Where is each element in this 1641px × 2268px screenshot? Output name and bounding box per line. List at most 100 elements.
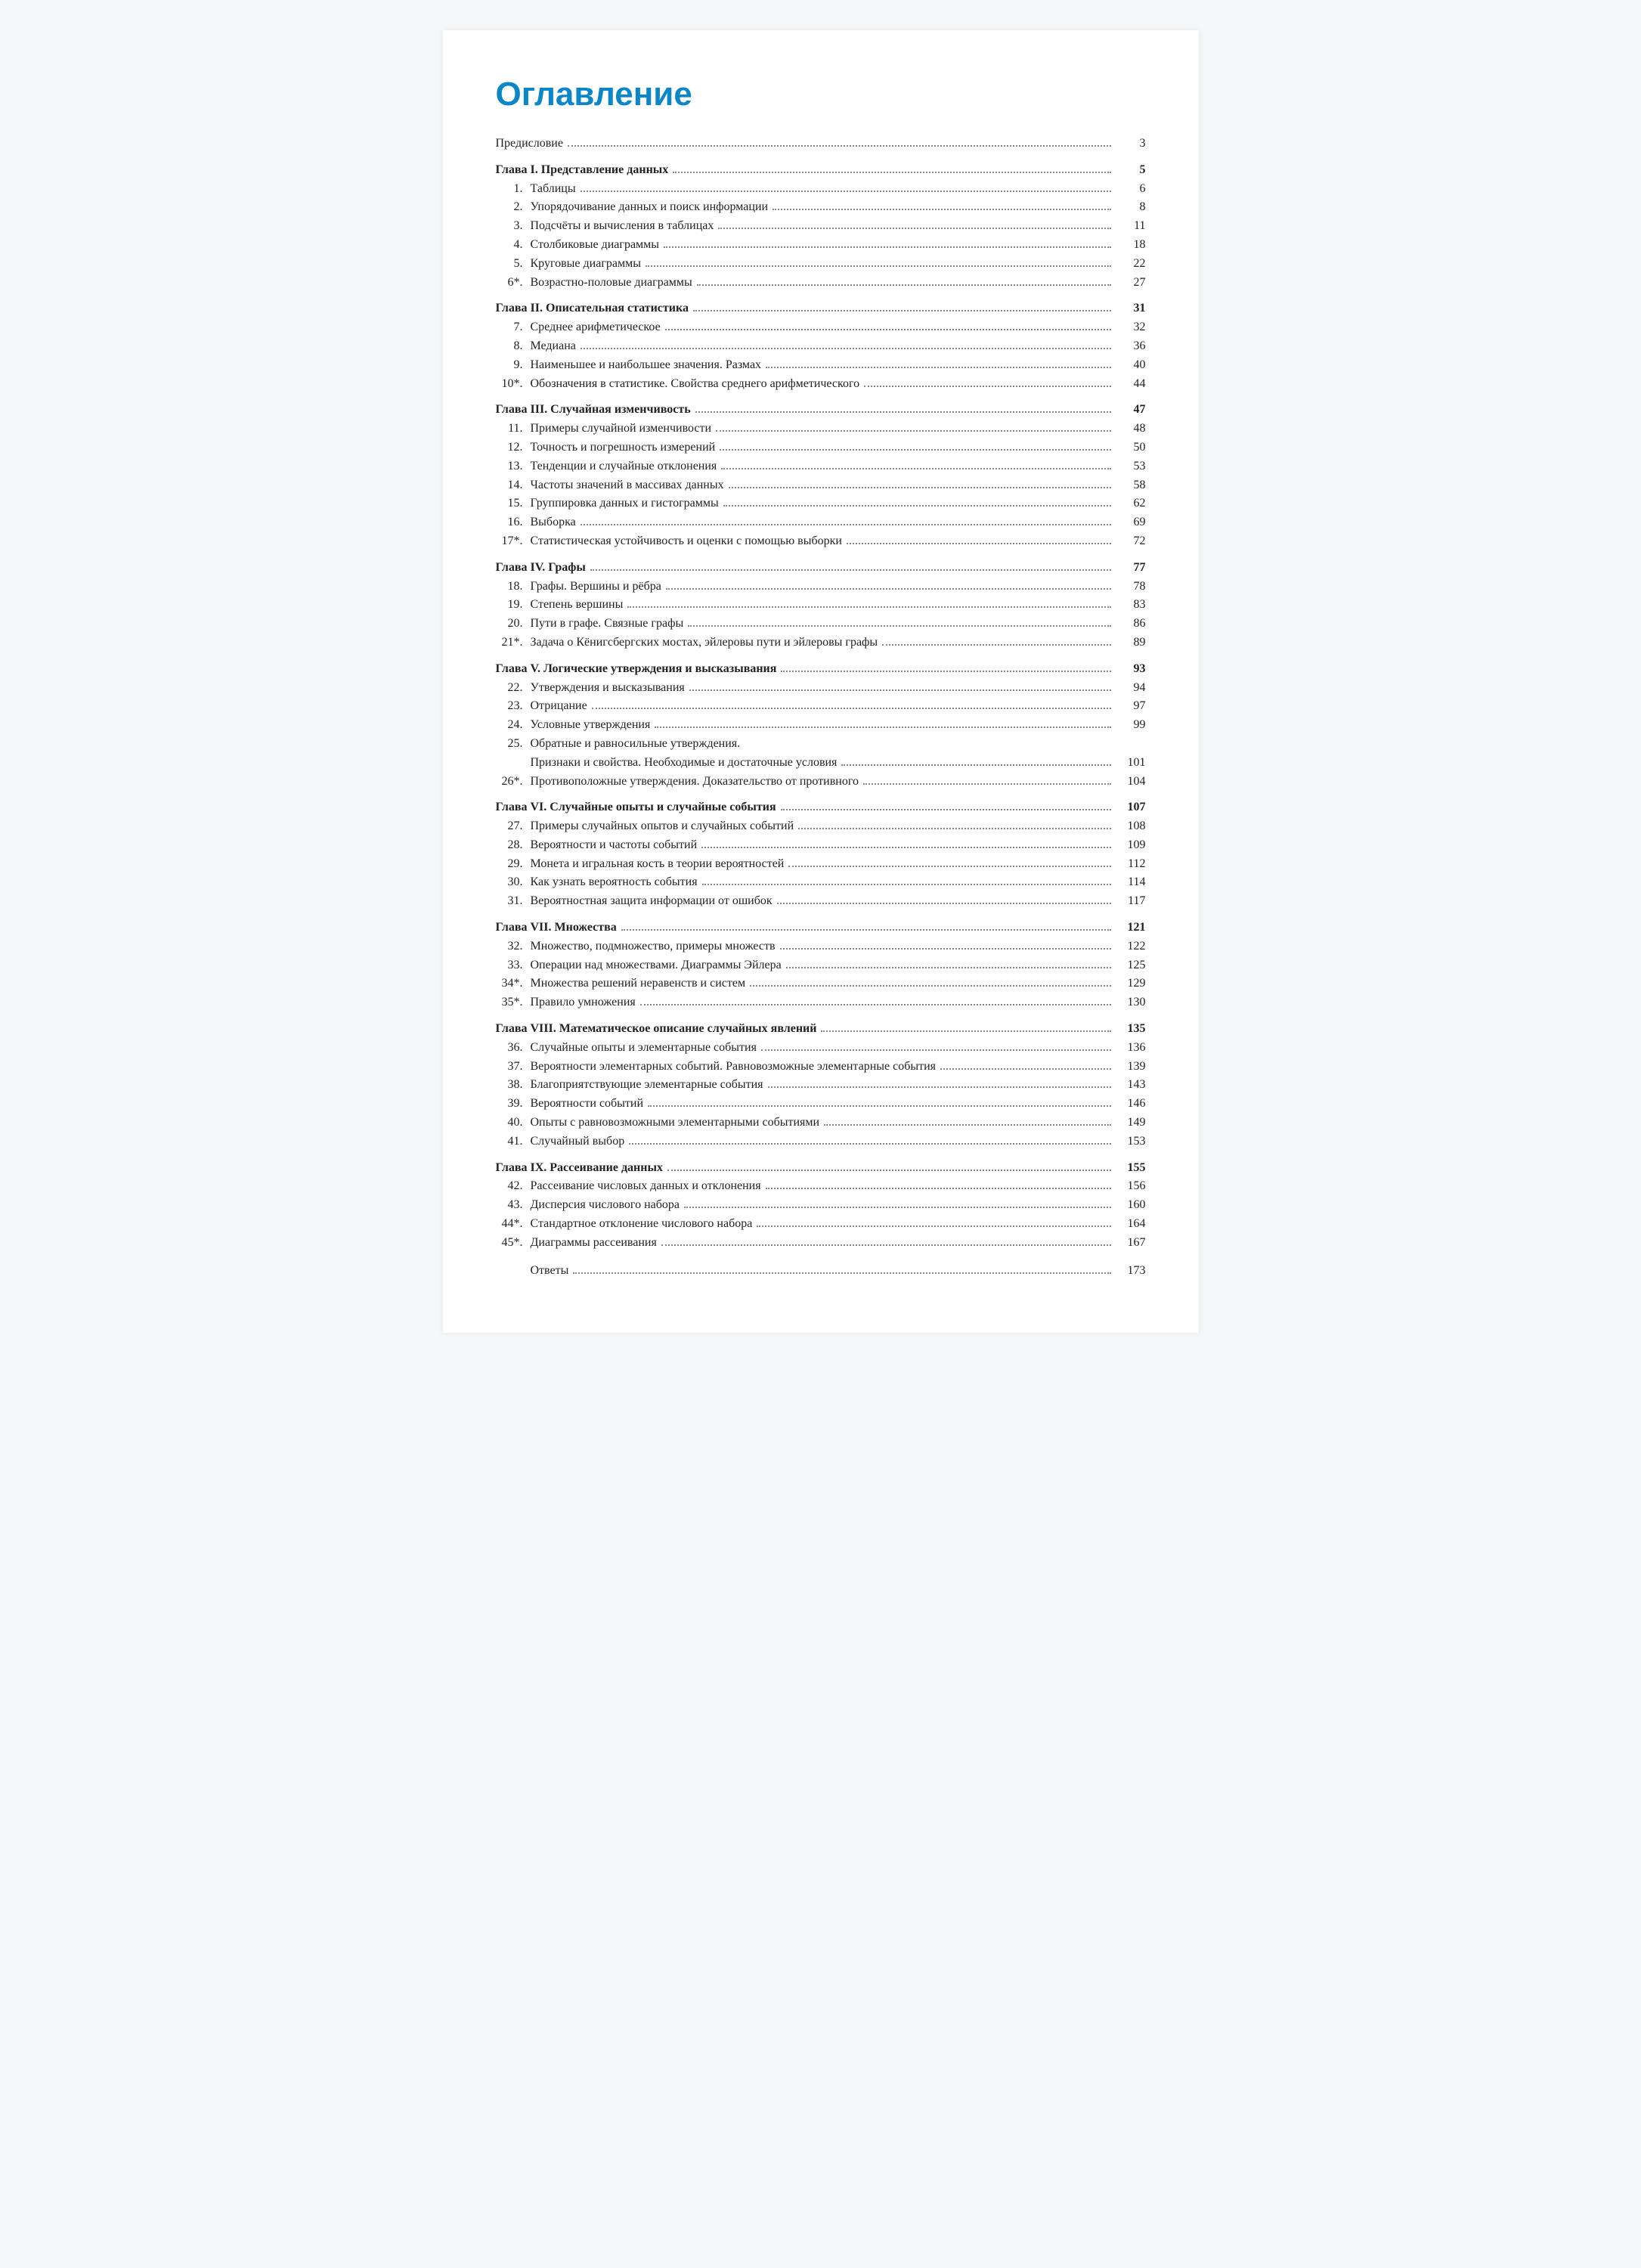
toc-chapter-title: Глава II. Описательная статистика — [496, 299, 689, 318]
toc-leader-dots — [781, 671, 1110, 672]
toc-item-number: 19. — [496, 596, 531, 615]
toc-leader-dots — [621, 929, 1111, 931]
toc-item: 32.Множество, подмножество, примеры множ… — [496, 937, 1146, 956]
page-title: Оглавление — [496, 76, 1146, 113]
toc-chapter-title: Глава VII. Множества — [496, 919, 617, 937]
toc-page-number: 31 — [1116, 299, 1146, 318]
toc-item-label: Множества решений неравенств и систем — [531, 974, 746, 993]
toc-page-number: 164 — [1116, 1215, 1146, 1234]
toc-item-number: 2. — [496, 198, 531, 217]
toc-item-label: Степень вершины — [531, 596, 624, 615]
toc-item-label: Как узнать вероятность события — [531, 873, 698, 892]
toc-item-label: Среднее арифметическое — [531, 318, 661, 337]
toc-page-number: 94 — [1116, 679, 1146, 698]
toc-item-label: Противоположные утверждения. Доказательс… — [531, 773, 859, 792]
toc-item-number: 12. — [496, 438, 531, 457]
toc-item: 33.Операции над множествами. Диаграммы Э… — [496, 956, 1146, 975]
toc-leader-dots — [590, 569, 1111, 571]
toc-page-number: 53 — [1116, 457, 1146, 476]
toc-item: 5.Круговые диаграммы22 — [496, 255, 1146, 274]
toc-page-number: 8 — [1116, 198, 1146, 217]
toc-item: 24.Условные утверждения 99 — [496, 716, 1146, 735]
toc-item-number: 44*. — [496, 1215, 531, 1234]
toc-leader-dots — [573, 1272, 1110, 1274]
toc-item-number: 26*. — [496, 773, 531, 792]
toc-leader-dots — [718, 228, 1110, 229]
toc-item-label: Множество, подмножество, примеры множест… — [531, 937, 776, 956]
toc-item: 2.Упорядочивание данных и поиск информац… — [496, 198, 1146, 217]
toc-item: 14.Частоты значений в массивах данных58 — [496, 476, 1146, 495]
toc-page-number: 109 — [1116, 836, 1146, 855]
toc-item-label: Группировка данных и гистограммы — [531, 494, 719, 513]
toc-leader-dots — [824, 1124, 1110, 1126]
toc-item-number: 28. — [496, 836, 531, 855]
toc-leader-dots — [664, 246, 1110, 248]
toc-page-number: 48 — [1116, 420, 1146, 438]
toc-front-label: Предисловие — [496, 135, 563, 153]
toc-item-number: 7. — [496, 318, 531, 337]
toc-item: 21*.Задача о Кёнигсбергских мостах, эйле… — [496, 634, 1146, 652]
toc-leader-dots — [666, 588, 1111, 590]
toc-item-number: 24. — [496, 716, 531, 735]
toc-page-number: 136 — [1116, 1039, 1146, 1058]
toc-item-number: 16. — [496, 513, 531, 532]
toc-item: 29.Монета и игральная кость в теории вер… — [496, 855, 1146, 874]
toc-page-number: 47 — [1116, 401, 1146, 420]
toc-item: 40.Опыты с равновозможными элементарными… — [496, 1114, 1146, 1132]
toc-item-number: 17*. — [496, 532, 531, 551]
toc-item: 19.Степень вершины83 — [496, 596, 1146, 615]
toc-item: 7.Среднее арифметическое32 — [496, 318, 1146, 337]
toc-leader-dots — [798, 828, 1110, 829]
toc-item-label: Монета и игральная кость в теории вероят… — [531, 855, 785, 874]
toc-item-number: 25. — [496, 735, 531, 754]
toc-item-label: Статистическая устойчивость и оценки с п… — [531, 532, 842, 551]
toc-item-label: Вероятностная защита информации от ошибо… — [531, 892, 773, 911]
toc-leader-dots — [646, 265, 1111, 267]
toc-chapter-heading: Глава II. Описательная статистика 31 — [496, 299, 1146, 318]
toc-leader-dots — [648, 1105, 1110, 1107]
toc-page-number: 112 — [1116, 855, 1146, 874]
toc-item-label: Выборка — [531, 513, 576, 532]
toc-leader-dots — [673, 172, 1110, 173]
toc-leader-dots — [667, 1170, 1111, 1171]
toc-item-label: Условные утверждения — [531, 716, 651, 735]
toc-item-number: 37. — [496, 1058, 531, 1077]
toc-item: 3.Подсчёты и вычисления в таблицах11 — [496, 217, 1146, 236]
toc-item-number: 31. — [496, 892, 531, 911]
toc-item: 27.Примеры случайных опытов и случайных … — [496, 817, 1146, 836]
toc-item: 11.Примеры случайной изменчивости48 — [496, 420, 1146, 438]
toc-leader-dots — [693, 310, 1111, 311]
toc-leader-dots — [640, 1004, 1111, 1005]
toc-item: 30.Как узнать вероятность события114 — [496, 873, 1146, 892]
toc-item-number: 20. — [496, 615, 531, 634]
toc-item-number: 39. — [496, 1095, 531, 1114]
toc-item-label: Вероятности событий — [531, 1095, 644, 1114]
toc-item: 38.Благоприятствующие элементарные событ… — [496, 1076, 1146, 1095]
toc-chapter-heading: Глава IV. Графы77 — [496, 559, 1146, 578]
toc-page-number: 99 — [1116, 716, 1146, 735]
toc-leader-dots — [786, 967, 1111, 968]
toc-leader-dots — [863, 783, 1110, 785]
toc-item-number: 29. — [496, 855, 531, 874]
toc-item: 25.Обратные и равносильные утверждения. — [496, 735, 1146, 754]
toc-page-number: 93 — [1116, 660, 1146, 679]
toc-item-number: 14. — [496, 476, 531, 495]
toc-item: 20.Пути в графе. Связные графы86 — [496, 615, 1146, 634]
toc-page: Оглавление Предисловие 3 Глава I. Представ… — [443, 30, 1199, 1333]
toc-leader-dots — [780, 948, 1111, 950]
toc-item-label: Рассеивание числовых данных и отклонения — [531, 1177, 761, 1196]
toc-leader-dots — [581, 191, 1111, 192]
toc-item-number: 38. — [496, 1076, 531, 1095]
toc-page-number: 6 — [1116, 180, 1146, 199]
toc-chapter-title: Глава I. Представление данных — [496, 161, 669, 180]
toc-page-number: 3 — [1116, 135, 1146, 153]
toc-item-number: 21*. — [496, 634, 531, 652]
toc-page-number: 44 — [1116, 375, 1146, 394]
toc-item-number: 43. — [496, 1196, 531, 1215]
toc-item-label: Медиана — [531, 337, 576, 356]
toc-item: 26*.Противоположные утверждения. Доказат… — [496, 773, 1146, 792]
toc-leader-dots — [627, 606, 1110, 608]
toc-item-number: 11. — [496, 420, 531, 438]
toc-item: 16.Выборка69 — [496, 513, 1146, 532]
toc-item-number: 6*. — [496, 274, 531, 293]
